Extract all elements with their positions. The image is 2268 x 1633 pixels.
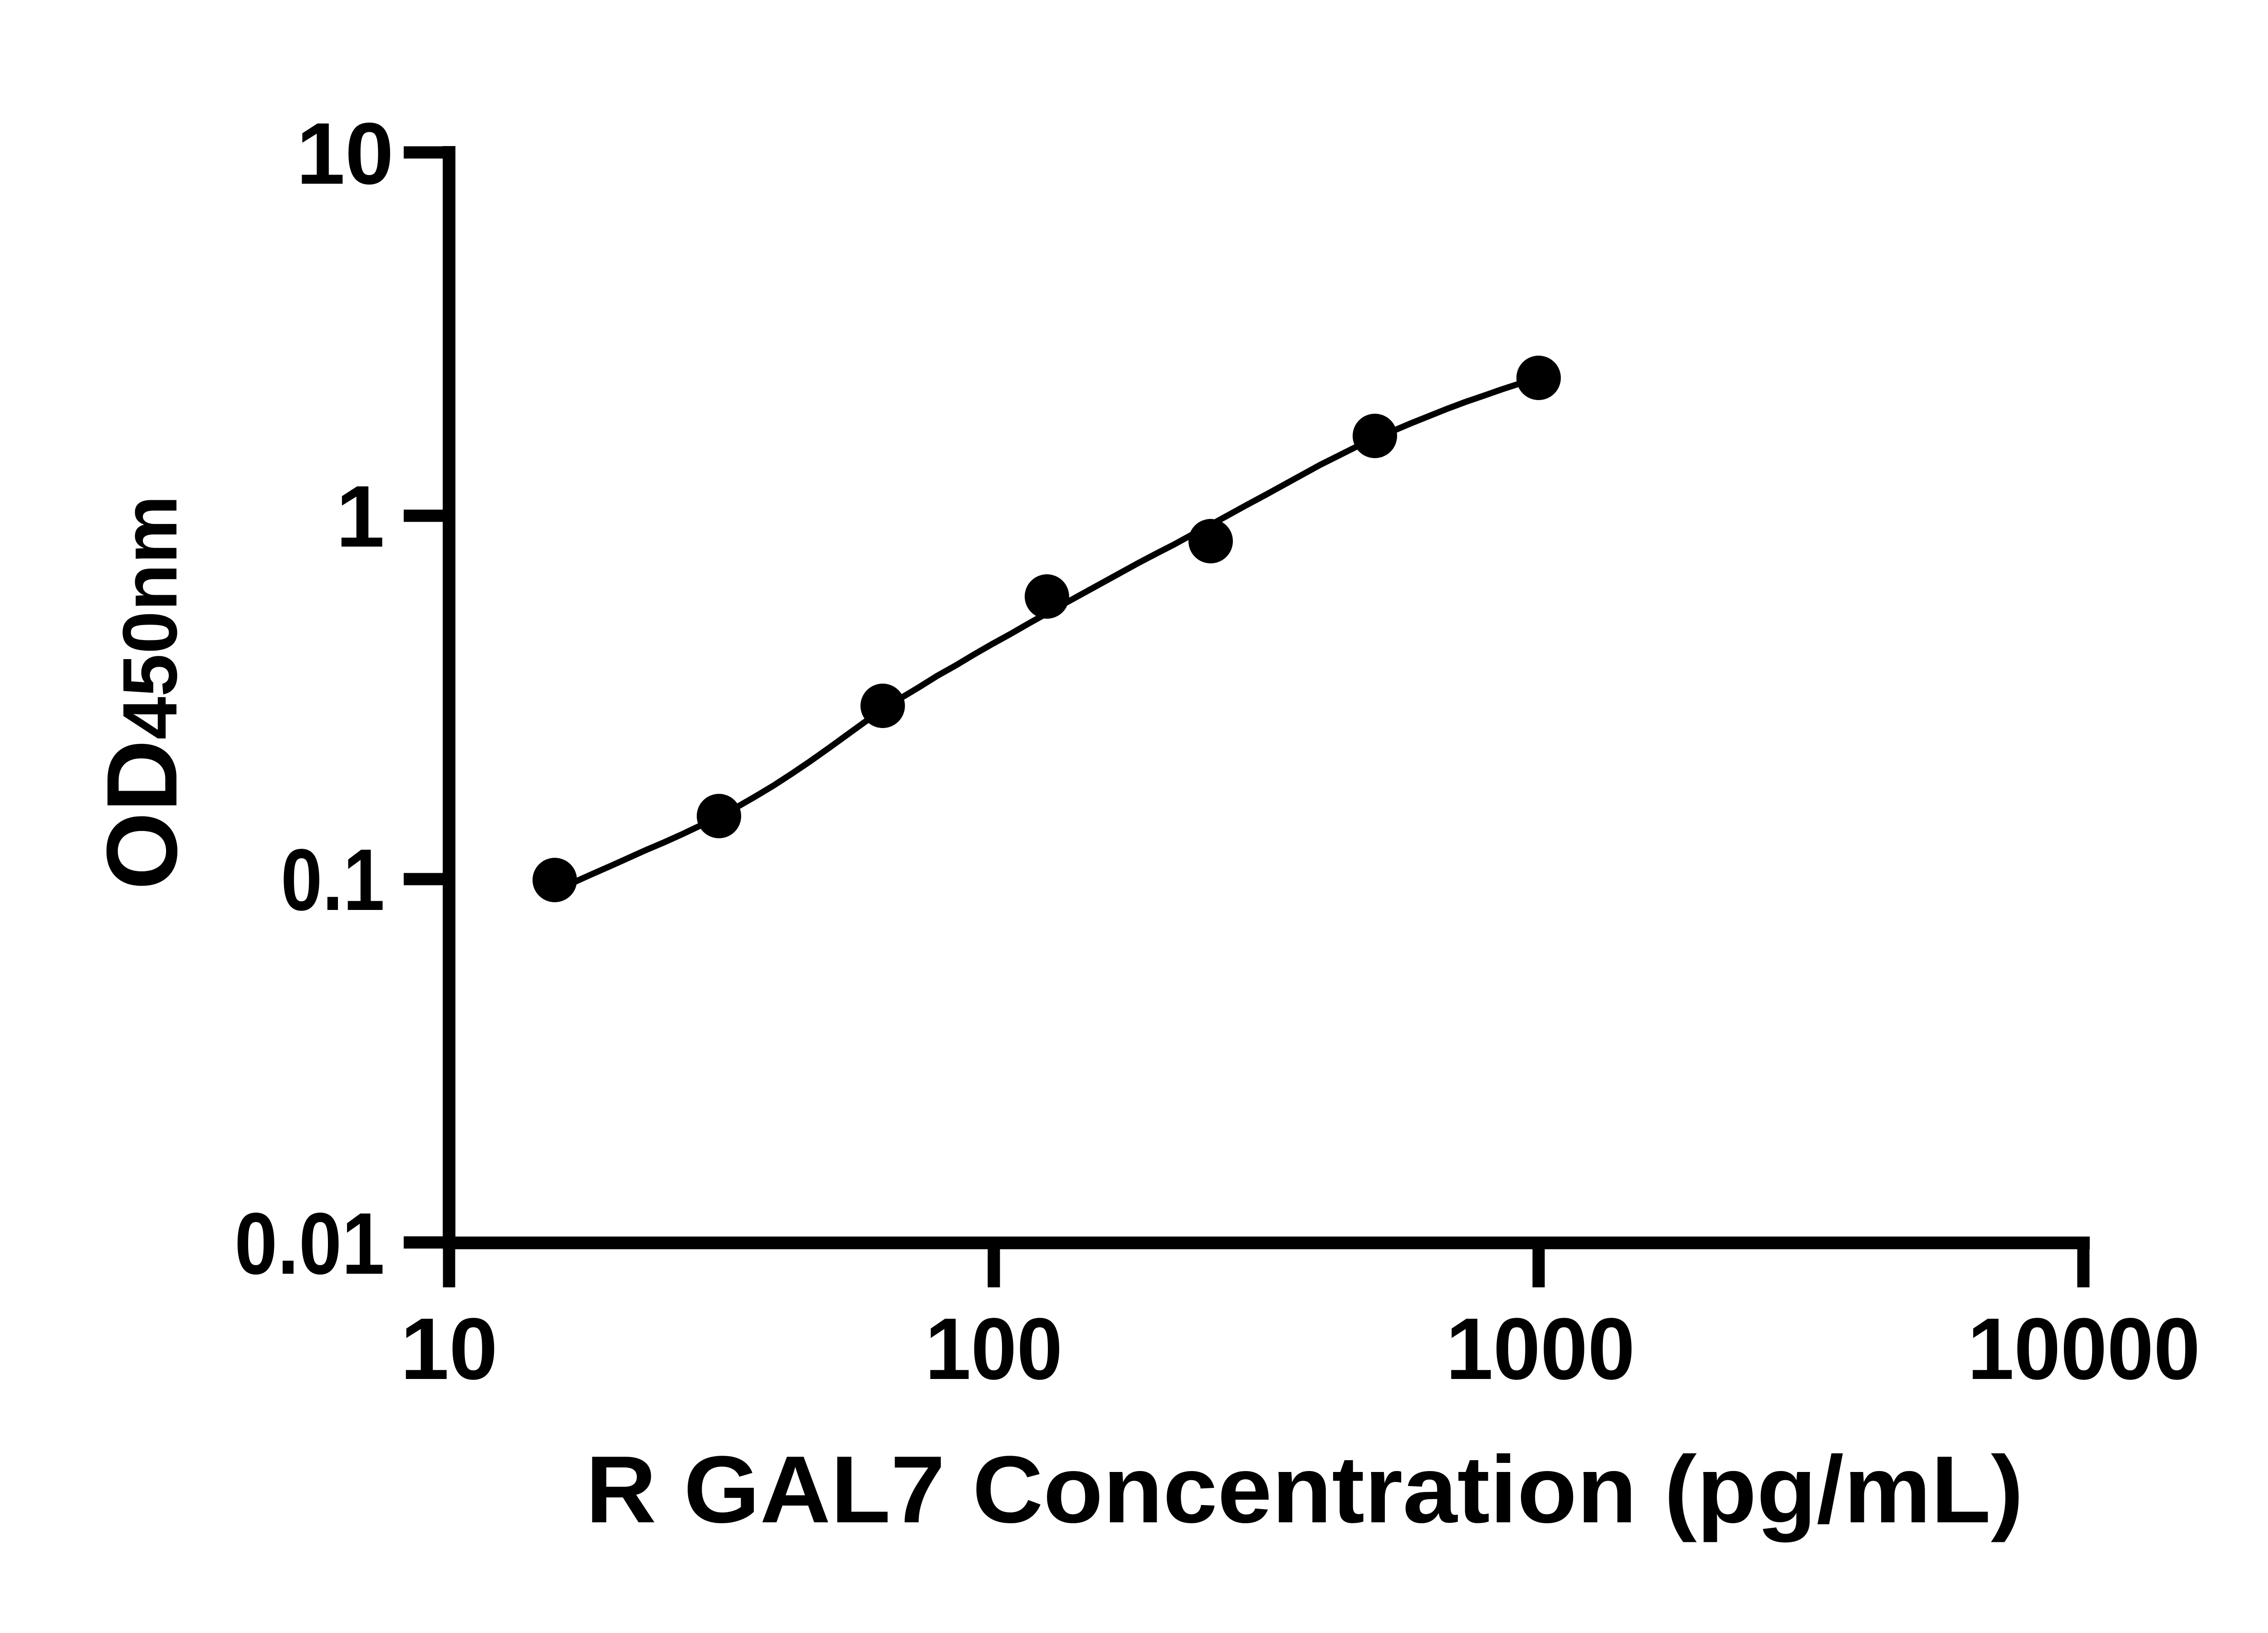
svg-text:1: 1 [336,467,385,565]
svg-text:0.01: 0.01 [235,1194,385,1292]
svg-text:10: 10 [296,104,394,202]
svg-text:0.1: 0.1 [281,831,385,929]
svg-text:10000: 10000 [1968,1300,2200,1398]
svg-text:100: 100 [925,1300,1063,1398]
svg-text:R GAL7 Concentration (pg/mL): R GAL7 Concentration (pg/mL) [586,1436,2024,1543]
svg-text:1000: 1000 [1446,1300,1635,1398]
svg-text:10: 10 [401,1300,498,1398]
